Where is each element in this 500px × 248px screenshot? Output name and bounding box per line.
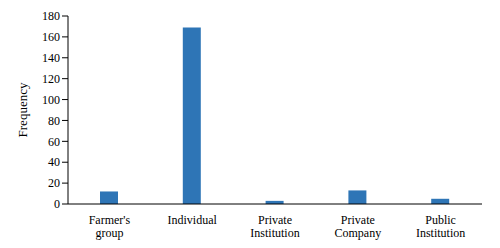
svg-text:PublicInstitution: PublicInstitution xyxy=(416,213,465,240)
svg-text:80: 80 xyxy=(48,114,60,128)
svg-text:60: 60 xyxy=(48,135,60,149)
svg-text:PrivateInstitution: PrivateInstitution xyxy=(250,213,299,240)
svg-text:180: 180 xyxy=(42,9,60,23)
svg-text:Farmer'sgroup: Farmer'sgroup xyxy=(89,213,131,240)
svg-text:20: 20 xyxy=(48,176,60,190)
svg-text:160: 160 xyxy=(42,30,60,44)
svg-text:Frequency: Frequency xyxy=(15,82,30,137)
svg-text:0: 0 xyxy=(54,197,60,211)
svg-text:40: 40 xyxy=(48,155,60,169)
svg-text:120: 120 xyxy=(42,72,60,86)
svg-text:100: 100 xyxy=(42,93,60,107)
svg-text:140: 140 xyxy=(42,51,60,65)
svg-text:Individual: Individual xyxy=(168,213,218,227)
svg-text:PrivateCompany: PrivateCompany xyxy=(334,213,381,240)
